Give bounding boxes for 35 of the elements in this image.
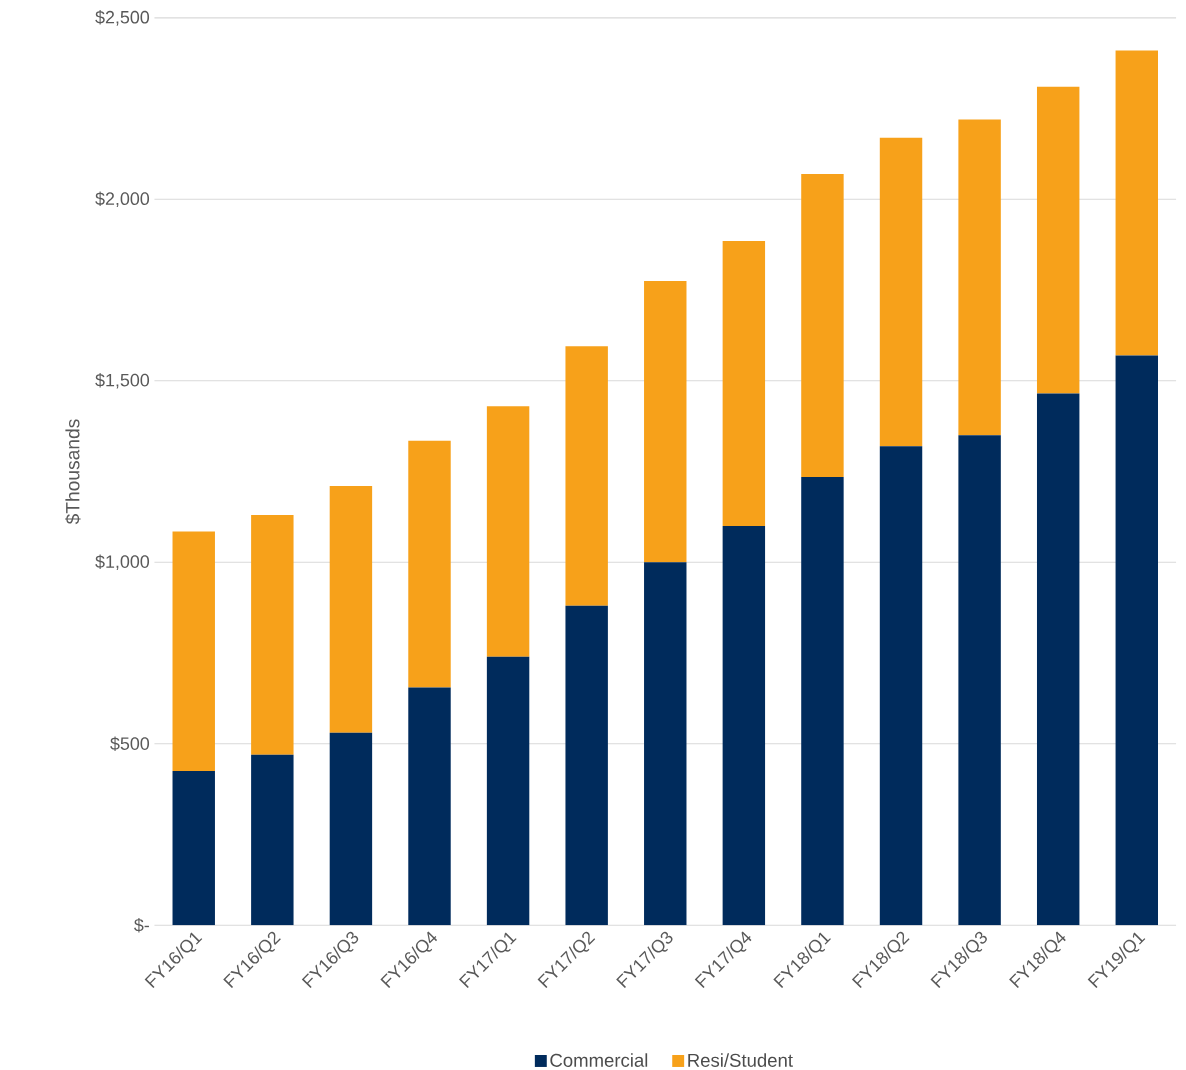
legend-label: Commercial bbox=[550, 1053, 648, 1067]
bar bbox=[1115, 355, 1158, 926]
bar bbox=[958, 119, 1001, 436]
y-tick-label: $2,500 bbox=[95, 9, 150, 26]
bar bbox=[251, 754, 294, 926]
bar bbox=[565, 605, 608, 926]
bar bbox=[879, 137, 923, 446]
y-tick-label: $- bbox=[134, 917, 149, 933]
y-tick-label: $1,000 bbox=[95, 554, 150, 570]
bar bbox=[408, 687, 451, 926]
bar bbox=[722, 525, 766, 926]
bar bbox=[329, 732, 373, 926]
bar bbox=[251, 514, 294, 755]
bar bbox=[722, 240, 766, 526]
bar bbox=[329, 485, 373, 733]
bar bbox=[801, 173, 844, 477]
bar bbox=[644, 280, 687, 563]
bar bbox=[408, 440, 451, 688]
bar bbox=[565, 346, 608, 606]
bar bbox=[172, 770, 215, 926]
legend-label: Resi/Student bbox=[688, 1053, 793, 1067]
bar bbox=[486, 656, 530, 926]
bar bbox=[1115, 50, 1158, 356]
bar bbox=[486, 406, 530, 657]
y-tick-label: $2,000 bbox=[95, 191, 150, 207]
bar bbox=[958, 435, 1001, 926]
y-axis-title: $Thousands bbox=[65, 419, 81, 525]
y-tick-label: $500 bbox=[110, 736, 150, 751]
bar bbox=[1036, 86, 1080, 394]
bar bbox=[644, 562, 687, 926]
bar bbox=[172, 531, 215, 771]
bar bbox=[1036, 393, 1080, 926]
bar bbox=[801, 476, 844, 926]
bar bbox=[879, 445, 923, 926]
y-tick-label: $1,500 bbox=[95, 372, 150, 389]
